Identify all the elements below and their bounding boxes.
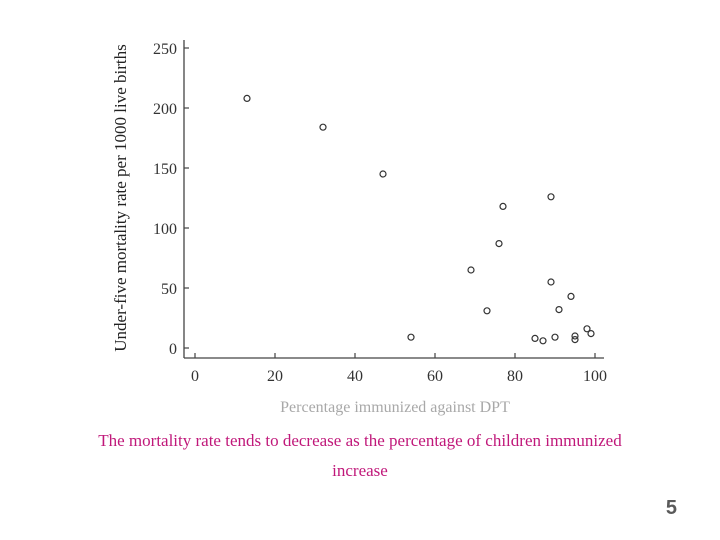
- caption-line-2: increase: [332, 461, 388, 480]
- data-point: [499, 202, 507, 210]
- data-point: [547, 278, 555, 286]
- data-point: [547, 193, 555, 201]
- x-tick-label: 100: [583, 368, 607, 385]
- data-point: [571, 336, 579, 344]
- data-points: [243, 94, 595, 345]
- x-axis-label: Percentage immunized against DPT: [280, 399, 510, 416]
- y-tick-label: 150: [153, 161, 177, 178]
- x-tick-label: 40: [347, 368, 363, 385]
- data-point: [571, 332, 579, 340]
- y-axis-label: Under-five mortality rate per 1000 live …: [111, 44, 130, 351]
- data-point: [539, 337, 547, 345]
- data-point: [319, 123, 327, 131]
- data-point: [483, 307, 491, 315]
- data-point: [567, 292, 575, 300]
- x-tick-label: 60: [427, 368, 443, 385]
- data-point: [583, 325, 591, 333]
- data-point: [243, 94, 251, 103]
- x-tick-label: 0: [191, 368, 199, 385]
- data-point: [407, 333, 415, 341]
- axes: [183, 40, 604, 359]
- x-tick-label: 80: [507, 368, 523, 385]
- y-tick-label: 200: [153, 101, 177, 118]
- tick-labels: 0 50 100 150 200 250 0 20 40 60 80 100: [153, 41, 607, 385]
- data-point: [379, 170, 387, 178]
- page-number: 5: [665, 497, 677, 519]
- data-point: [551, 333, 559, 341]
- y-tick-label: 100: [153, 221, 177, 238]
- caption: The mortality rate tends to decrease as …: [30, 426, 690, 486]
- data-point: [467, 266, 475, 274]
- y-tick-label: 0: [169, 341, 177, 358]
- y-tick-label: 250: [153, 41, 177, 58]
- data-point: [531, 334, 539, 342]
- y-tick-label: 50: [161, 281, 177, 298]
- scatter-chart: 0 50 100 150 200 250 0 20 40 60 80 100 Under-five m…: [111, 40, 607, 416]
- data-point: [495, 240, 503, 248]
- caption-line-1: The mortality rate tends to decrease as …: [98, 431, 622, 450]
- data-point: [587, 330, 595, 338]
- data-point: [555, 306, 563, 314]
- x-tick-label: 20: [267, 368, 283, 385]
